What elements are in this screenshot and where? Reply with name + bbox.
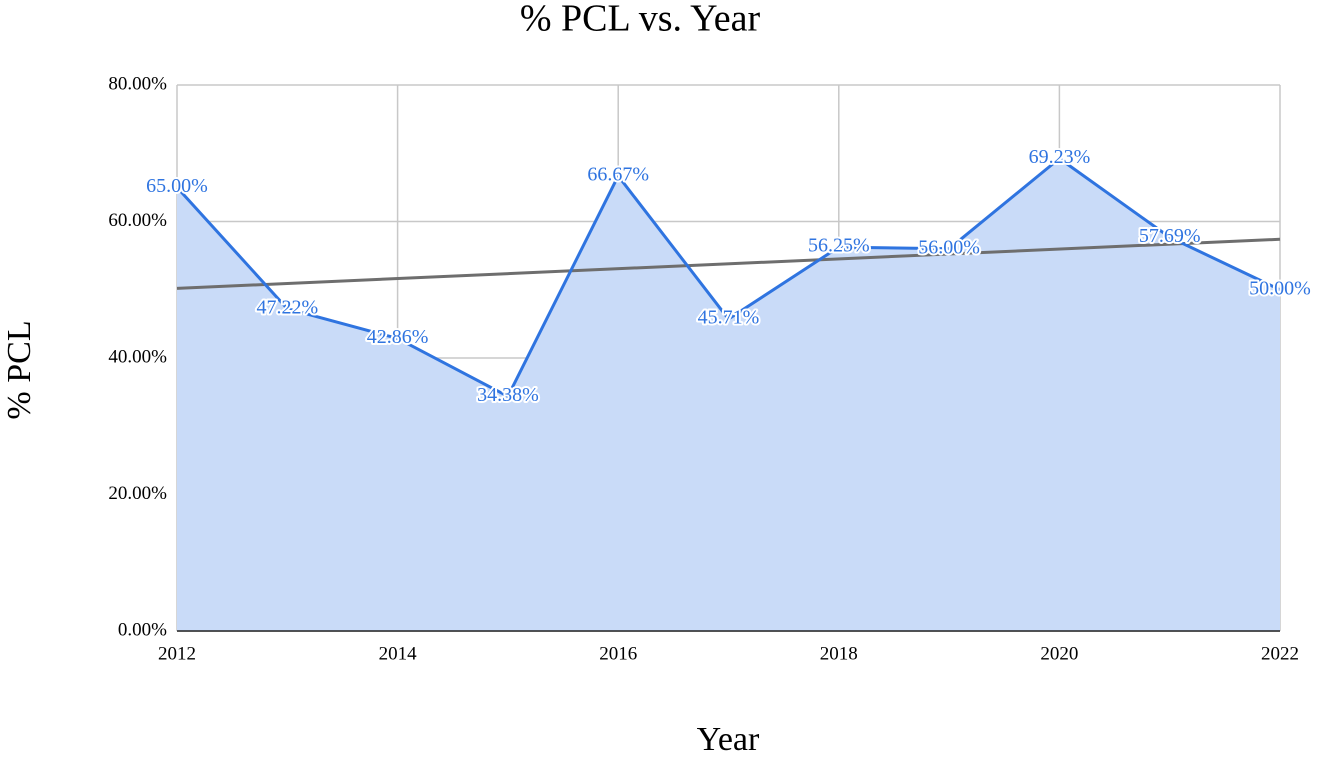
- y-tick-label: 60.00%: [108, 210, 167, 231]
- y-tick-label: 20.00%: [108, 483, 167, 504]
- y-axis-label: % PCL: [1, 320, 38, 419]
- x-tick-label: 2022: [1261, 643, 1299, 664]
- x-axis-label: Year: [697, 721, 760, 758]
- y-tick-label: 40.00%: [108, 346, 167, 367]
- data-label: 56.00%: [918, 236, 980, 258]
- y-tick-label: 0.00%: [118, 619, 167, 640]
- chart-title: % PCL vs. Year: [520, 0, 761, 40]
- trendline: [176, 237, 1281, 290]
- data-label: 42.86%: [367, 326, 429, 348]
- data-label: 69.23%: [1029, 146, 1091, 168]
- data-label: 47.22%: [256, 296, 318, 318]
- x-tick-label: 2016: [599, 643, 637, 664]
- line: [175, 157, 1281, 398]
- x-tick-label: 2014: [379, 643, 418, 664]
- x-tick-label: 2018: [820, 643, 858, 664]
- x-tick-label: 2020: [1040, 643, 1078, 664]
- x-tick-label: 2012: [158, 643, 196, 664]
- data-label: 50.00%: [1249, 277, 1311, 299]
- data-label: 66.67%: [587, 164, 649, 186]
- data-label: 65.00%: [146, 175, 208, 197]
- data-label: 56.25%: [808, 235, 870, 257]
- data-label: 45.71%: [698, 307, 760, 329]
- data-label: 34.38%: [477, 384, 539, 406]
- data-label: 57.69%: [1139, 225, 1201, 247]
- y-tick-label: 80.00%: [108, 73, 167, 94]
- area: [177, 158, 1280, 631]
